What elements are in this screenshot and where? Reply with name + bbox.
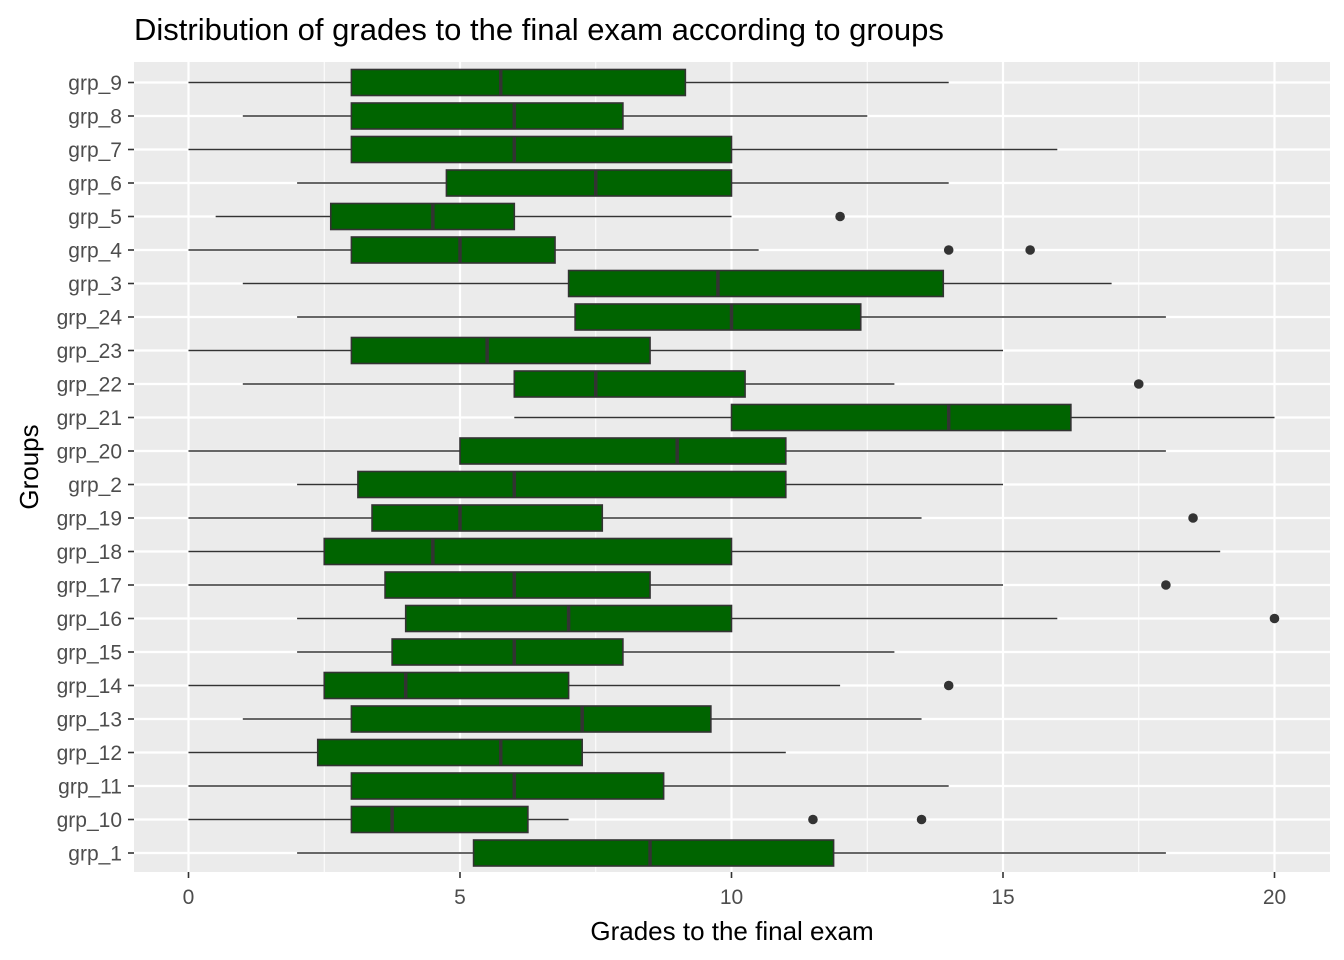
y-tick-labels: grp_9 grp_8 grp_7 grp_6 grp_5 grp_4 grp_3 grp_2… xyxy=(57,72,134,866)
box-iqr xyxy=(350,772,665,800)
box-grp_10 xyxy=(188,805,927,834)
box-iqr xyxy=(357,470,787,499)
box-grp_11 xyxy=(188,772,949,800)
box-grp_9 xyxy=(188,68,949,97)
outlier-point xyxy=(943,245,954,255)
box-grp_8 xyxy=(242,102,868,130)
box-grp_4 xyxy=(188,236,1035,264)
box-iqr xyxy=(574,303,862,331)
boxes xyxy=(188,68,1280,867)
box-iqr xyxy=(329,202,516,231)
y-tick-label: grp_12 xyxy=(57,742,122,765)
y-tick-label: grp_21 xyxy=(57,407,122,430)
y-tick-label: grp_23 xyxy=(57,340,122,363)
y-tick-label: grp_7 xyxy=(68,139,122,162)
box-grp_14 xyxy=(188,671,954,700)
outlier-point xyxy=(808,814,818,825)
box-grp_18 xyxy=(188,537,1221,566)
box-iqr xyxy=(316,738,583,767)
y-tick-label: grp_10 xyxy=(57,809,122,832)
outlier-point xyxy=(1188,513,1198,523)
box-grp_17 xyxy=(188,571,1171,599)
y-tick-label: grp_19 xyxy=(57,508,122,531)
box-iqr xyxy=(323,537,733,566)
box-grp_20 xyxy=(188,437,1166,465)
outlier-point xyxy=(835,211,845,222)
box-grp_24 xyxy=(297,303,1166,331)
x-tick-label: 15 xyxy=(991,886,1014,909)
box-iqr xyxy=(350,805,529,834)
box-iqr xyxy=(350,68,687,97)
y-tick-label: grp_16 xyxy=(57,608,122,631)
box-iqr xyxy=(323,671,570,700)
box-grp_2 xyxy=(297,470,1003,499)
y-tick-label: grp_4 xyxy=(68,240,122,263)
box-grp_13 xyxy=(242,705,922,733)
box-grp_7 xyxy=(188,135,1058,164)
y-tick-label: grp_3 xyxy=(68,273,122,296)
box-iqr xyxy=(567,269,945,298)
box-iqr xyxy=(350,336,651,365)
box-iqr xyxy=(445,169,733,197)
box-iqr xyxy=(371,504,604,532)
y-tick-label: grp_20 xyxy=(57,441,122,464)
box-iqr xyxy=(350,135,733,164)
outlier-point xyxy=(1025,245,1035,255)
y-tick-label: grp_15 xyxy=(57,642,122,665)
x-tick-label: 10 xyxy=(720,886,743,909)
chart-title: Distribution of grades to the final exam… xyxy=(134,12,944,47)
box-iqr xyxy=(350,705,712,733)
y-tick-label: grp_5 xyxy=(68,206,122,229)
box-iqr xyxy=(459,437,787,465)
y-tick-label: grp_8 xyxy=(68,106,122,129)
y-tick-label: grp_13 xyxy=(57,709,122,732)
box-grp_1 xyxy=(297,839,1166,867)
box-iqr xyxy=(472,839,835,867)
y-tick-label: grp_17 xyxy=(57,575,122,598)
box-grp_16 xyxy=(297,604,1280,633)
box-grp_21 xyxy=(514,403,1275,432)
outlier-point xyxy=(1133,379,1144,389)
outlier-point xyxy=(916,814,927,825)
box-grp_12 xyxy=(188,738,786,767)
y-tick-label: grp_18 xyxy=(57,541,122,564)
outlier-point xyxy=(1161,580,1171,590)
box-iqr xyxy=(350,236,556,264)
box-grp_5 xyxy=(215,202,845,231)
box-grp_19 xyxy=(188,504,1198,532)
y-tick-label: grp_2 xyxy=(68,474,122,497)
outlier-point xyxy=(1269,613,1280,624)
outlier-point xyxy=(943,680,954,691)
x-axis-title: Grades to the final exam xyxy=(590,916,873,946)
x-tick-label: 20 xyxy=(1263,886,1286,909)
box-iqr xyxy=(350,102,624,130)
y-tick-label: grp_9 xyxy=(68,72,122,95)
y-tick-label: grp_6 xyxy=(68,173,122,196)
y-tick-label: grp_1 xyxy=(68,843,122,866)
box-iqr xyxy=(513,370,746,398)
box-grp_6 xyxy=(297,169,949,197)
x-tick-label: 5 xyxy=(454,886,466,909)
box-iqr xyxy=(391,638,624,666)
box-grp_22 xyxy=(242,370,1144,398)
box-grp_23 xyxy=(188,336,1003,365)
x-tick-label: 0 xyxy=(183,886,195,909)
y-tick-label: grp_24 xyxy=(57,307,123,330)
y-axis-title: Groups xyxy=(14,424,44,509)
x-tick-labels: 0 5 10 15 20 xyxy=(183,872,1286,909)
y-tick-label: grp_14 xyxy=(57,675,123,698)
box-grp_3 xyxy=(242,269,1112,298)
box-iqr xyxy=(384,571,651,599)
y-tick-label: grp_22 xyxy=(57,374,122,397)
y-tick-label: grp_11 xyxy=(58,776,122,799)
box-iqr xyxy=(730,403,1072,432)
box-grp_15 xyxy=(297,638,895,666)
